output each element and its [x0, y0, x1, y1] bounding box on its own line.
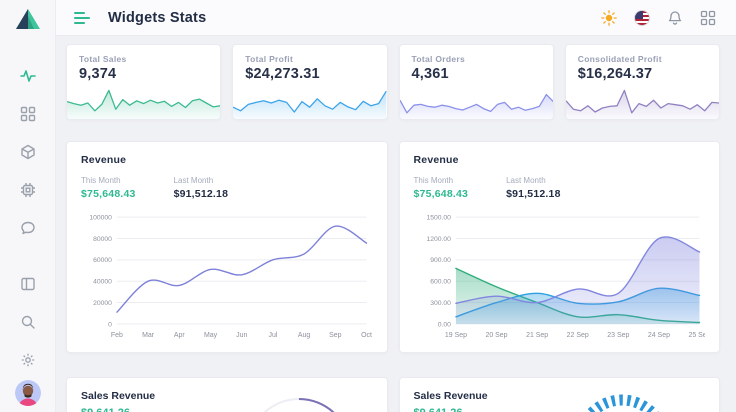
stat-label: Consolidated Profit — [577, 54, 662, 64]
svg-text:Mar: Mar — [142, 332, 155, 339]
revenue-card-monthly: Revenue This Month $75,648.43 Last Month… — [66, 141, 388, 353]
revenue-summary: This Month $75,648.43 Last Month $91,512… — [414, 176, 706, 200]
header-actions — [601, 9, 716, 26]
content-area: Total Sales 9,374 Total Profit $24,273.3… — [56, 36, 736, 412]
svg-text:20000: 20000 — [93, 300, 112, 307]
svg-text:Aug: Aug — [298, 332, 311, 339]
stat-value: 9,374 — [79, 66, 117, 82]
svg-text:21 Sep: 21 Sep — [526, 332, 548, 339]
last-month-block: Last Month $91,512.18 — [506, 176, 561, 200]
this-month-block: This Month $75,648.43 — [414, 176, 469, 200]
last-month-block: Last Month $91,512.18 — [174, 176, 229, 200]
grid-icon[interactable] — [20, 106, 36, 122]
svg-text:19 Sep: 19 Sep — [444, 332, 466, 339]
sales-revenue-card-left: Sales Revenue $9,641.26 — [66, 377, 388, 412]
revenue-card-row: Revenue This Month $75,648.43 Last Month… — [66, 141, 720, 353]
segmented-gauge-chart — [585, 394, 659, 412]
sidebar — [0, 0, 56, 412]
svg-text:0: 0 — [108, 321, 112, 328]
svg-text:23 Sep: 23 Sep — [607, 332, 629, 339]
svg-text:Feb: Feb — [111, 332, 123, 339]
card-title: Revenue — [81, 154, 127, 166]
apps-grid-icon[interactable] — [700, 10, 716, 26]
svg-text:Sep: Sep — [329, 332, 342, 339]
stat-value: 4,361 — [411, 66, 449, 82]
this-month-value: $75,648.43 — [413, 188, 469, 200]
svg-text:1200.00: 1200.00 — [426, 236, 451, 243]
last-month-label: Last Month — [506, 176, 546, 185]
activity-icon[interactable] — [19, 68, 36, 84]
svg-text:60000: 60000 — [93, 257, 112, 264]
sun-icon[interactable] — [601, 9, 617, 26]
gear-icon[interactable] — [20, 352, 36, 368]
sparkline-chart — [399, 86, 553, 119]
this-month-label: This Month — [413, 176, 454, 185]
user-avatar[interactable] — [14, 380, 41, 406]
svg-text:900.00: 900.00 — [430, 257, 451, 264]
page-title: Widgets Stats — [108, 9, 207, 26]
chat-icon[interactable] — [20, 220, 36, 236]
card-title: Sales Revenue — [413, 390, 488, 402]
layout-icon[interactable] — [20, 276, 36, 292]
stat-card-total-orders[interactable]: Total Orders 4,361 — [398, 44, 554, 120]
svg-text:Jun: Jun — [236, 332, 247, 339]
stat-label: Total Sales — [79, 54, 127, 64]
svg-text:Apr: Apr — [174, 332, 186, 339]
svg-text:Oct: Oct — [361, 332, 372, 339]
svg-text:40000: 40000 — [93, 279, 112, 286]
stat-card-row: Total Sales 9,374 Total Profit $24,273.3… — [66, 44, 720, 120]
stat-card-total-profit[interactable]: Total Profit $24,273.31 — [232, 44, 388, 120]
svg-text:1500.00: 1500.00 — [426, 214, 451, 221]
card-title: Sales Revenue — [81, 390, 156, 402]
svg-text:25 Sep: 25 Sep — [688, 332, 705, 339]
svg-text:600.00: 600.00 — [430, 279, 451, 286]
this-month-label: This Month — [81, 176, 121, 185]
stat-value: $24,273.31 — [245, 66, 320, 82]
app-logo-icon[interactable] — [15, 8, 41, 30]
stat-card-total-sales[interactable]: Total Sales 9,374 — [66, 44, 222, 120]
svg-text:24 Sep: 24 Sep — [647, 332, 669, 339]
stat-card-consolidated-profit[interactable]: Consolidated Profit $16,264.37 — [564, 44, 720, 120]
svg-text:22 Sep: 22 Sep — [566, 332, 588, 339]
avatar-illustration — [14, 380, 41, 406]
stat-label: Total Orders — [411, 54, 466, 64]
this-month-value: $75,648.43 — [81, 188, 136, 200]
last-month-value: $91,512.18 — [506, 188, 561, 200]
card-title: Revenue — [413, 154, 459, 166]
revenue-card-daily: Revenue This Month $75,648.43 Last Month… — [398, 141, 720, 353]
svg-text:80000: 80000 — [93, 236, 112, 243]
main-area: Widgets Stats Total Sales — [56, 0, 736, 412]
bottom-card-row: Sales Revenue $9,641.26 Sales Revenue $9… — [66, 377, 720, 412]
svg-text:100000: 100000 — [89, 214, 112, 221]
sparkline-chart — [233, 86, 387, 119]
daily-revenue-area-chart: 0.00 300.00 600.00 900.00 1200.00 1500.00 19 S… — [414, 206, 705, 344]
svg-text:Jul: Jul — [268, 332, 277, 339]
last-month-value: $91,512.18 — [173, 188, 229, 200]
sales-revenue-value: $9,641.26 — [81, 407, 373, 412]
this-month-block: This Month $75,648.43 — [81, 176, 136, 200]
sparkline-chart — [565, 86, 719, 119]
us-flag-icon[interactable] — [634, 9, 650, 26]
last-month-label: Last Month — [173, 176, 214, 185]
cube-icon[interactable] — [20, 144, 36, 160]
sales-revenue-card-right: Sales Revenue $9,641.26 — [398, 377, 720, 412]
sales-revenue-value: $9,641.26 — [414, 407, 706, 412]
monthly-revenue-line-chart: 0 20000 40000 60000 80000 100000 Feb Mar Apr May J… — [81, 206, 373, 344]
svg-text:0.00: 0.00 — [437, 321, 450, 328]
menu-icon[interactable] — [74, 11, 92, 25]
revenue-summary: This Month $75,648.43 Last Month $91,512… — [81, 176, 373, 200]
bell-icon[interactable] — [667, 10, 683, 26]
ring-gauge-chart — [263, 398, 334, 412]
svg-text:20 Sep: 20 Sep — [485, 332, 507, 339]
stat-value: $16,264.37 — [577, 66, 653, 82]
top-header: Widgets Stats — [56, 0, 736, 36]
cpu-icon[interactable] — [20, 182, 36, 198]
svg-text:300.00: 300.00 — [430, 300, 451, 307]
sparkline-chart — [67, 86, 221, 119]
stat-label: Total Profit — [245, 54, 294, 64]
svg-text:May: May — [204, 332, 218, 339]
search-icon[interactable] — [20, 314, 36, 330]
